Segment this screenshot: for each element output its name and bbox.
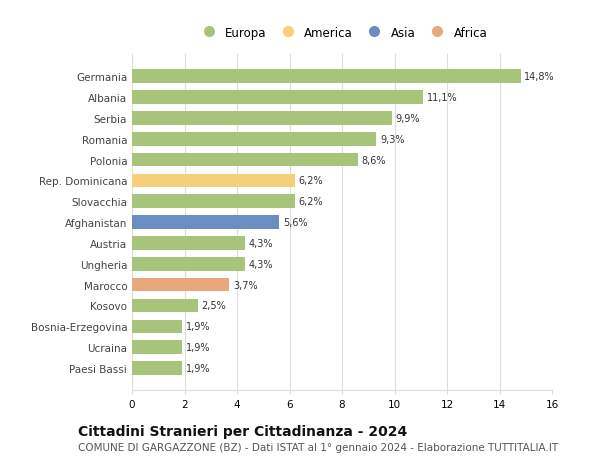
Bar	[132, 153, 358, 167]
Bar	[132, 237, 245, 250]
Legend: Europa, America, Asia, Africa: Europa, America, Asia, Africa	[194, 24, 490, 42]
Bar	[132, 91, 424, 105]
Text: COMUNE DI GARGAZZONE (BZ) - Dati ISTAT al 1° gennaio 2024 - Elaborazione TUTTITA: COMUNE DI GARGAZZONE (BZ) - Dati ISTAT a…	[78, 442, 558, 452]
Text: 9,3%: 9,3%	[380, 134, 404, 145]
Text: 1,9%: 1,9%	[186, 322, 211, 331]
Bar	[132, 216, 279, 230]
Text: 3,7%: 3,7%	[233, 280, 257, 290]
Text: 6,2%: 6,2%	[299, 176, 323, 186]
Bar	[132, 70, 521, 84]
Text: 14,8%: 14,8%	[524, 72, 555, 82]
Bar	[132, 195, 295, 208]
Text: Cittadini Stranieri per Cittadinanza - 2024: Cittadini Stranieri per Cittadinanza - 2…	[78, 425, 407, 438]
Bar	[132, 133, 376, 146]
Text: 4,3%: 4,3%	[249, 238, 274, 248]
Text: 9,9%: 9,9%	[396, 114, 421, 123]
Text: 6,2%: 6,2%	[299, 197, 323, 207]
Text: 1,9%: 1,9%	[186, 342, 211, 353]
Bar	[132, 112, 392, 125]
Text: 4,3%: 4,3%	[249, 259, 274, 269]
Text: 11,1%: 11,1%	[427, 93, 458, 103]
Text: 2,5%: 2,5%	[202, 301, 226, 311]
Bar	[132, 320, 182, 333]
Bar	[132, 361, 182, 375]
Bar	[132, 174, 295, 188]
Bar	[132, 278, 229, 292]
Text: 5,6%: 5,6%	[283, 218, 308, 228]
Text: 1,9%: 1,9%	[186, 363, 211, 373]
Bar	[132, 257, 245, 271]
Bar	[132, 341, 182, 354]
Bar	[132, 299, 197, 313]
Text: 8,6%: 8,6%	[362, 155, 386, 165]
